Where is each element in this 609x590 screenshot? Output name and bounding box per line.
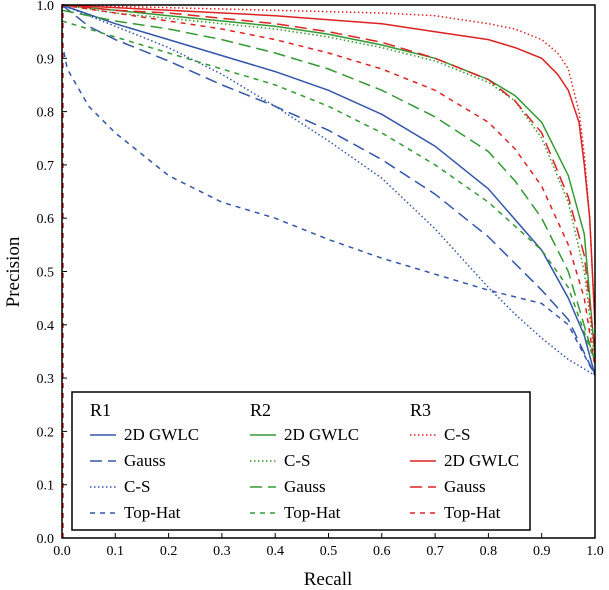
legend-label-r1-c-s: C-S: [124, 477, 150, 496]
series-r3-top-hat: [61, 4, 596, 368]
y-tick-label: 0.4: [37, 319, 55, 334]
x-axis-label: Recall: [304, 569, 353, 590]
x-tick-label: 0.5: [320, 544, 338, 559]
legend-label-r3-2d-gwlc: 2D GWLC: [444, 451, 519, 470]
x-tick-label: 0.2: [160, 544, 178, 559]
x-tick-label: 0.4: [266, 544, 284, 559]
x-tick-label: 0.9: [533, 544, 551, 559]
y-axis-label: Precision: [3, 236, 24, 307]
legend-items: R1 2D GWLC Gauss C-S Top-Hat R2 2D GWLC C-S Gaus…: [90, 400, 519, 522]
x-tick-label: 0.1: [107, 544, 125, 559]
legend-box: [71, 391, 531, 531]
y-tick-label: 0.5: [37, 266, 55, 281]
y-tick-label: 0.9: [37, 52, 55, 67]
legend: R1 2D GWLC Gauss C-S Top-Hat R2 2D GWLC C-S Gaus…: [71, 391, 531, 531]
y-tick-label: 0.2: [37, 425, 55, 440]
series-r3-2d-gwlc: [61, 4, 596, 325]
x-tick-label: 0.7: [426, 544, 444, 559]
ticks-layer: 0.0 0.1 0.2 0.3 0.4 0.5 0.6 0.7 0.8 0.9 1.0 0.0 0.1 0…: [37, 0, 604, 559]
series-r2-top-hat: [61, 20, 596, 363]
legend-label-r3-top-hat: Top-Hat: [444, 503, 501, 522]
legend-group-r3: R3: [410, 400, 431, 420]
legend-label-r3-c-s: C-S: [444, 425, 470, 444]
y-tick-label: 0.1: [37, 479, 55, 494]
legend-label-r2-top-hat: Top-Hat: [284, 503, 341, 522]
legend-label-r2-gauss: Gauss: [284, 477, 326, 496]
series-r2-gauss: [61, 9, 596, 363]
x-tick-label: 0.0: [53, 544, 71, 559]
series-r3-gauss: [61, 4, 596, 352]
y-tick-label: 0.6: [37, 212, 55, 227]
series-r1-c-s: [61, 4, 596, 377]
x-tick-label: 0.6: [373, 544, 391, 559]
legend-label-r2-2d-gwlc: 2D GWLC: [284, 425, 359, 444]
y-tick-label: 0.3: [37, 372, 55, 387]
legend-label-r1-top-hat: Top-Hat: [124, 503, 181, 522]
y-tick-label: 0.7: [37, 159, 55, 174]
x-tick-label: 0.8: [480, 544, 498, 559]
y-tick-label: 0.0: [37, 532, 55, 547]
legend-label-r2-c-s: C-S: [284, 451, 310, 470]
series-r3-c-s: [61, 4, 596, 325]
series-r2-2d-gwlc: [61, 4, 596, 357]
y-tick-label: 0.8: [37, 106, 55, 121]
series-r2-c-s: [61, 4, 596, 363]
series-r1-gauss: [61, 4, 596, 376]
series-r1-2d-gwlc: [61, 4, 596, 376]
legend-label-r1-gauss: Gauss: [124, 451, 166, 470]
series-layer: [61, 4, 596, 538]
legend-group-r1: R1: [90, 400, 111, 420]
series-r1-top-hat: [61, 42, 596, 376]
legend-label-r3-gauss: Gauss: [444, 477, 486, 496]
x-tick-label: 0.3: [213, 544, 231, 559]
legend-group-r2: R2: [250, 400, 271, 420]
y-tick-label: 1.0: [37, 0, 55, 14]
x-tick-label: 1.0: [586, 544, 604, 559]
legend-label-r1-2d-gwlc: 2D GWLC: [124, 425, 199, 444]
